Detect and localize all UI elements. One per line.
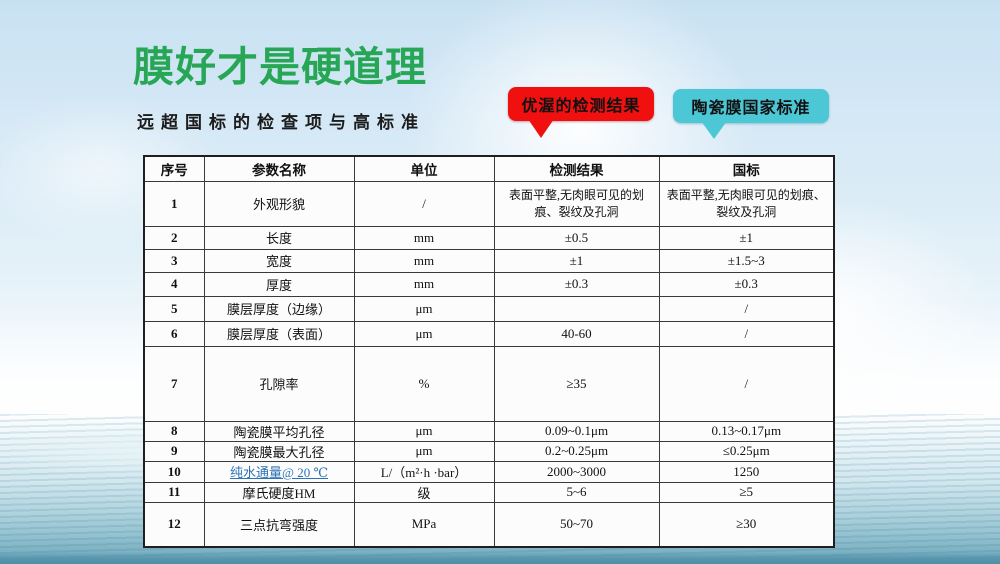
header-no: 序号	[143, 155, 205, 182]
cell-result: ≥35	[493, 345, 660, 422]
cell-no: 11	[143, 481, 205, 503]
table-row: 7 孔隙率 % ≥35 /	[143, 345, 835, 422]
cell-result: 5~6	[493, 481, 660, 503]
param-link[interactable]: 纯水通量@ 20 ℃	[203, 460, 355, 483]
cell-result: 0.09~0.1μm	[493, 420, 660, 442]
cell-no: 5	[143, 295, 205, 322]
cell-result: 2000~3000	[493, 460, 660, 483]
table-row: 10 纯水通量@ 20 ℃ L/（m²·h ·bar） 2000~3000 12…	[143, 460, 835, 483]
cell-result: 0.2~0.25μm	[493, 440, 660, 462]
cell-no: 9	[143, 440, 205, 462]
cell-standard: 1250	[658, 460, 835, 483]
cell-standard: ±1.5~3	[658, 248, 835, 273]
cell-result: ±1	[493, 248, 660, 273]
slide-title: 膜好才是硬道理	[133, 44, 427, 90]
cell-result: ±0.3	[493, 271, 660, 297]
header-name: 参数名称	[203, 155, 355, 182]
table-row: 8 陶瓷膜平均孔径 μm 0.09~0.1μm 0.13~0.17μm	[143, 420, 835, 442]
cell-standard: /	[658, 295, 835, 322]
cell-result: ±0.5	[493, 225, 660, 250]
cell-no: 7	[143, 345, 205, 422]
cell-param-name: 摩氏硬度HM	[203, 481, 355, 503]
header-unit: 单位	[353, 155, 495, 182]
cell-no: 10	[143, 460, 205, 483]
cell-standard: 0.13~0.17μm	[658, 420, 835, 442]
cell-result: 50~70	[493, 501, 660, 548]
cell-no: 2	[143, 225, 205, 250]
cell-result: 40-60	[493, 320, 660, 347]
cell-unit: μm	[353, 320, 495, 347]
cell-no: 6	[143, 320, 205, 347]
table-row: 9 陶瓷膜最大孔径 μm 0.2~0.25μm ≤0.25μm	[143, 440, 835, 462]
cell-param-name: 陶瓷膜最大孔径	[203, 440, 355, 462]
table-row: 6 膜层厚度（表面） μm 40-60 /	[143, 320, 835, 347]
cell-param-name: 膜层厚度（表面）	[203, 320, 355, 347]
cell-param-name: 厚度	[203, 271, 355, 297]
cell-param-name: 宽度	[203, 248, 355, 273]
header-standard: 国标	[658, 155, 835, 182]
cell-unit: %	[353, 345, 495, 422]
cell-unit: μm	[353, 295, 495, 322]
callout-test-result-label: 优渥的检测结果	[521, 98, 641, 115]
cell-param-name: 外观形貌	[203, 180, 355, 227]
cell-param-name: 孔隙率	[203, 345, 355, 422]
table-row: 5 膜层厚度（边缘） μm /	[143, 295, 835, 322]
cell-standard: ≥5	[658, 481, 835, 503]
cell-unit: μm	[353, 440, 495, 462]
cell-standard: ±0.3	[658, 271, 835, 297]
cell-param-name: 膜层厚度（边缘）	[203, 295, 355, 322]
table-row: 11 摩氏硬度HM 级 5~6 ≥5	[143, 481, 835, 503]
cell-unit: μm	[353, 420, 495, 442]
cell-standard: 表面平整,无肉眼可见的划痕、裂纹及孔洞	[658, 180, 835, 227]
cell-no: 3	[143, 248, 205, 273]
cell-no: 8	[143, 420, 205, 442]
cell-no: 4	[143, 271, 205, 297]
water-edge-decoration	[0, 552, 1000, 564]
cell-unit: /	[353, 180, 495, 227]
table-row: 3 宽度 mm ±1 ±1.5~3	[143, 248, 835, 273]
table-header-row: 序号 参数名称 单位 检测结果 国标	[143, 155, 835, 182]
cell-param-name: 三点抗弯强度	[203, 501, 355, 548]
spec-table: 序号 参数名称 单位 检测结果 国标 1 外观形貌 / 表面平整,无肉眼可见的划…	[143, 155, 835, 548]
cell-result	[493, 295, 660, 322]
cell-unit: mm	[353, 271, 495, 297]
cell-standard: /	[658, 320, 835, 347]
header-result: 检测结果	[493, 155, 660, 182]
cell-standard: /	[658, 345, 835, 422]
callout-national-standard: 陶瓷膜国家标准	[673, 89, 829, 139]
table-row: 12 三点抗弯强度 MPa 50~70 ≥30	[143, 501, 835, 548]
cell-unit: mm	[353, 225, 495, 250]
cell-unit: mm	[353, 248, 495, 273]
cell-standard: ±1	[658, 225, 835, 250]
cell-param-name: 陶瓷膜平均孔径	[203, 420, 355, 442]
cell-unit: L/（m²·h ·bar）	[353, 460, 495, 483]
cell-standard: ≥30	[658, 501, 835, 548]
cell-standard: ≤0.25μm	[658, 440, 835, 462]
table-row: 4 厚度 mm ±0.3 ±0.3	[143, 271, 835, 297]
cell-unit: 级	[353, 481, 495, 503]
cell-unit: MPa	[353, 501, 495, 548]
callout-test-result: 优渥的检测结果	[508, 87, 654, 138]
cell-result: 表面平整,无肉眼可见的划痕、裂纹及孔洞	[493, 180, 660, 227]
table-row: 1 外观形貌 / 表面平整,无肉眼可见的划痕、裂纹及孔洞 表面平整,无肉眼可见的…	[143, 180, 835, 227]
callout-national-standard-label: 陶瓷膜国家标准	[691, 100, 811, 117]
cell-param-name: 长度	[203, 225, 355, 250]
cell-no: 12	[143, 501, 205, 548]
cell-no: 1	[143, 180, 205, 227]
slide-subtitle: 远超国标的检查项与高标准	[137, 113, 425, 132]
table-row: 2 长度 mm ±0.5 ±1	[143, 225, 835, 250]
